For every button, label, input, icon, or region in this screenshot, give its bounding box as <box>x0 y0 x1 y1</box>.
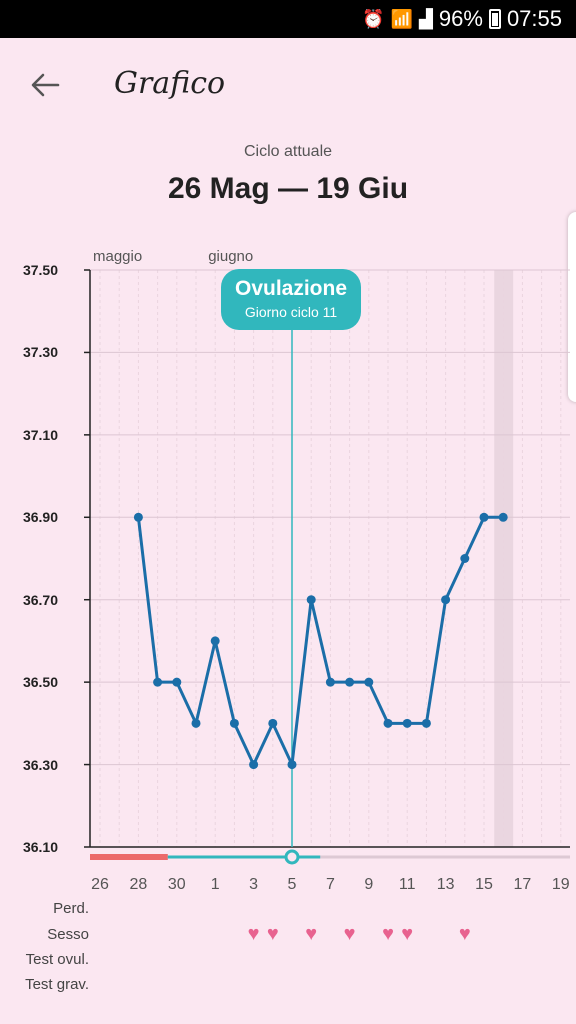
temperature-point <box>133 512 143 522</box>
arrow-left-icon <box>31 73 60 97</box>
temperature-point <box>287 760 297 770</box>
cycle-range: 26 Mag — 19 Giu <box>167 172 409 205</box>
temperature-point <box>268 718 278 728</box>
heart-icon: ♥ <box>458 923 471 945</box>
battery-icon <box>488 9 501 29</box>
temperature-point <box>460 554 470 563</box>
row-label-sex: Sesso <box>47 926 89 943</box>
month-label: maggio <box>93 248 143 265</box>
battery-percent: 96% <box>438 6 483 31</box>
app-bar: Grafico <box>0 38 576 130</box>
clock: 07:55 <box>506 6 562 31</box>
y-tick-label: 37.50 <box>22 262 58 278</box>
heart-icon: ♥ <box>343 923 356 945</box>
y-tick-label: 37.10 <box>22 426 58 443</box>
temperature-point <box>210 636 220 646</box>
heart-icon: ♥ <box>247 923 260 945</box>
temperature-point <box>306 595 316 605</box>
y-tick-label: 36.90 <box>22 509 58 526</box>
status-bar: ⏰ 📶 ▟ 96% 07:55 <box>0 0 576 38</box>
temperature-point <box>191 718 201 728</box>
y-tick-label: 36.50 <box>22 674 58 691</box>
row-label-period: Perd. <box>53 900 89 917</box>
month-label: giugno <box>208 248 254 265</box>
temperature-point <box>421 718 431 728</box>
wifi-icon: 📶 <box>390 9 414 29</box>
x-tick-label: 5 <box>287 876 297 893</box>
row-label-ovulation-test: Test ovul. <box>25 951 89 968</box>
temperature-point <box>172 677 182 687</box>
ovulation-bubble[interactable]: Ovulazione Giorno ciclo 11 <box>221 269 361 330</box>
x-tick-label: 15 <box>475 876 493 893</box>
x-tick-label: 28 <box>129 876 148 893</box>
x-tick-label: 26 <box>91 876 109 893</box>
x-tick-label: 30 <box>167 876 186 893</box>
temperature-point <box>383 718 393 728</box>
x-tick-label: 17 <box>513 876 532 893</box>
cycle-label: Ciclo attuale <box>243 143 333 160</box>
x-tick-label: 1 <box>210 876 220 893</box>
signal-icon: ▟ <box>419 9 433 29</box>
timeline-slider-handle[interactable] <box>284 849 300 865</box>
x-tick-label: 7 <box>325 876 335 893</box>
heart-icon: ♥ <box>266 923 279 945</box>
temperature-point <box>441 595 451 605</box>
x-tick-label: 9 <box>364 876 374 893</box>
temperature-point <box>153 677 163 687</box>
temperature-point <box>229 718 239 728</box>
x-tick-label: 11 <box>398 876 416 893</box>
x-tick-label: 13 <box>436 876 455 893</box>
heart-icon: ♥ <box>401 923 414 945</box>
heart-icon: ♥ <box>305 923 318 945</box>
temperature-point <box>402 718 412 728</box>
y-tick-label: 37.30 <box>22 344 58 361</box>
side-panel-handle[interactable] <box>568 212 576 402</box>
temperature-point <box>479 512 489 522</box>
y-tick-label: 36.70 <box>22 591 58 608</box>
ovulation-subtitle: Giorno ciclo 11 <box>244 304 338 320</box>
temperature-point <box>364 677 374 687</box>
page-title: Grafico <box>114 66 226 101</box>
ovulation-title: Ovulazione <box>234 277 348 300</box>
heart-icon: ♥ <box>382 923 394 945</box>
x-tick-label: 19 <box>551 876 570 893</box>
temperature-point <box>498 512 508 522</box>
row-label-pregnancy-test: Test grav. <box>25 976 89 993</box>
y-tick-label: 36.30 <box>22 756 58 773</box>
y-tick-label: 36.10 <box>22 839 58 855</box>
temperature-point <box>345 677 355 687</box>
x-tick-label: 3 <box>249 876 259 893</box>
temperature-line <box>136 515 504 767</box>
back-button[interactable] <box>22 62 68 108</box>
temperature-point <box>325 677 335 687</box>
temperature-point <box>249 760 259 770</box>
alarm-icon: ⏰ <box>362 9 385 29</box>
